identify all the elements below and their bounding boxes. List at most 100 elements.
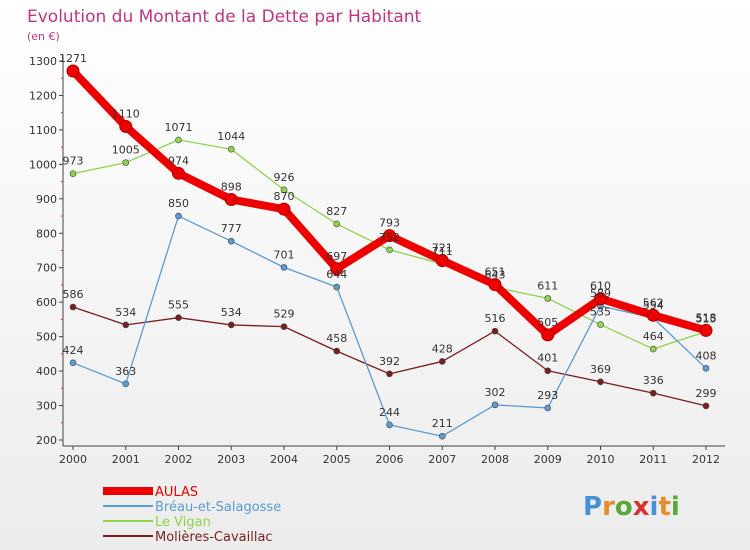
data-label: 701 [274,248,295,261]
data-label: 336 [643,374,664,387]
x-tick-label: 2010 [587,453,615,466]
data-point [227,237,235,245]
data-label: 721 [432,241,453,254]
data-label: 793 [379,217,400,230]
data-label: 973 [63,155,84,168]
data-label: 554 [643,299,664,312]
data-label: 363 [115,365,136,378]
chart-title: Evolution du Montant de la Dette par Hab… [27,7,422,27]
data-label: 534 [221,306,242,319]
data-point [491,401,499,409]
data-label: 392 [379,355,400,368]
data-label: 1044 [217,130,245,143]
data-point [646,308,660,322]
data-label: 293 [537,389,558,402]
data-label: 515 [696,312,717,325]
data-point [122,159,130,166]
data-label: 562 [643,296,664,309]
data-point [702,402,710,410]
x-tick-label: 2005 [323,453,351,466]
data-point [175,314,182,321]
legend-label: AULAS [155,485,198,500]
data-point [649,389,657,397]
data-point [122,321,130,329]
legend-label: Le Vigan [155,515,211,530]
x-tick-label: 2003 [217,453,245,466]
data-point [597,321,604,328]
data-point [649,345,657,353]
data-point [280,186,288,194]
data-label: 424 [63,344,84,357]
data-point [699,323,713,337]
data-point [119,119,133,133]
y-tick-label: 1100 [29,124,57,137]
data-label: 534 [115,306,136,319]
data-point [69,359,77,367]
data-point [386,370,393,378]
data-label: 611 [537,279,558,292]
data-point [224,193,238,207]
data-label: 516 [485,312,506,325]
data-point [122,380,130,388]
data-point [333,283,341,291]
data-label: 529 [274,308,295,321]
data-point [544,295,552,302]
data-label: 535 [590,306,611,319]
x-tick-label: 2004 [270,453,298,466]
y-tick-label: 500 [36,331,57,344]
data-point [435,253,449,267]
data-point [544,367,552,375]
x-tick-label: 2000 [59,453,87,466]
data-point [227,145,235,153]
data-label: 697 [326,250,347,263]
data-label: 827 [326,205,347,218]
data-point [541,328,555,342]
data-point [333,220,341,228]
data-label: 302 [485,386,506,399]
data-label: 408 [696,349,717,362]
series-line [72,139,707,350]
data-label: 644 [326,268,347,281]
data-point [69,170,77,177]
data-point [175,212,182,220]
chart-subtitle: (en €) [27,30,60,43]
x-tick-label: 2001 [112,453,140,466]
data-point [594,292,607,306]
y-tick-label: 1300 [29,55,57,68]
data-label: 586 [63,288,84,301]
data-label: 555 [168,299,189,312]
data-point [172,166,185,180]
x-tick-label: 2008 [481,453,509,466]
data-point [383,229,396,243]
x-tick-label: 2006 [376,453,404,466]
data-label: 1005 [112,144,140,157]
legend-label: Bréau-et-Salagosse [155,500,281,515]
data-label: 589 [590,287,611,300]
data-label: 898 [221,181,242,194]
data-label: 1110 [112,107,140,120]
data-point [330,262,344,276]
data-label: 458 [326,332,347,345]
data-label: 1071 [165,121,193,134]
data-point [277,202,291,216]
data-point [386,246,393,254]
y-tick-label: 800 [36,227,57,240]
data-label: 428 [432,342,453,355]
y-tick-label: 600 [36,296,57,309]
data-point [69,303,77,311]
proxiti-logo: Proxiti [583,492,680,522]
y-tick-label: 400 [36,365,57,378]
legend-label: Molières-Cavaillac [155,530,273,545]
data-label: 244 [379,406,400,419]
data-point [227,321,235,329]
data-point [438,358,446,365]
x-tick-label: 2002 [165,453,193,466]
data-label: 974 [168,154,189,167]
y-tick-label: 900 [36,193,57,206]
x-tick-label: 2011 [639,453,667,466]
data-point [702,365,710,372]
data-label: 752 [379,231,400,244]
data-point [280,323,288,330]
data-point [544,404,552,412]
data-label: 299 [696,387,717,400]
